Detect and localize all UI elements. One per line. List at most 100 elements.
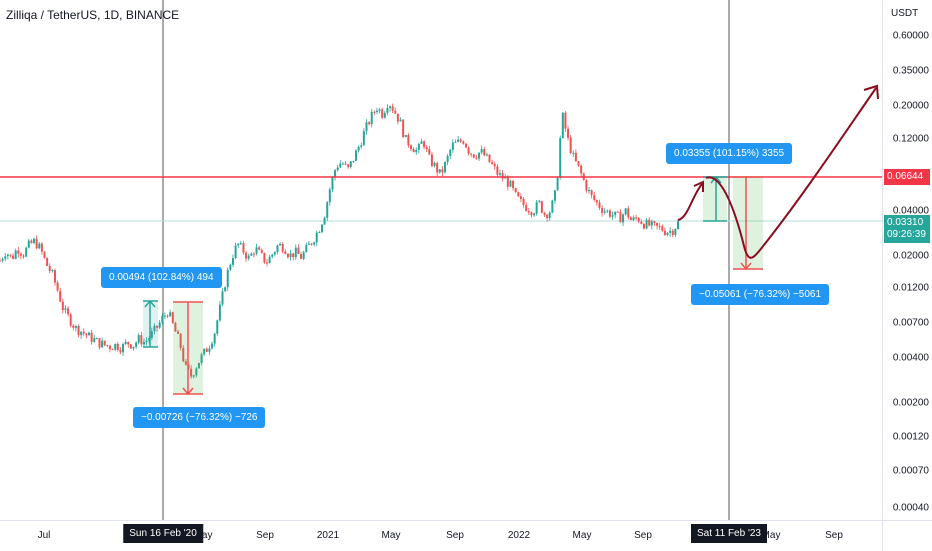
candle-body xyxy=(224,287,227,292)
candle-body xyxy=(190,368,193,377)
candle-body xyxy=(601,208,604,213)
candle-body xyxy=(619,212,622,223)
candle-body xyxy=(543,212,546,215)
candle-body xyxy=(585,180,588,191)
time-tick: May xyxy=(381,530,401,541)
candle-body xyxy=(234,245,237,259)
candle-body xyxy=(142,341,145,345)
left-loss-callout[interactable]: −0.00726 (−76.32%) −726 xyxy=(133,407,266,428)
candle-body xyxy=(645,219,648,229)
projection-arrowhead-2 xyxy=(863,84,879,100)
candle-body xyxy=(95,338,98,340)
candle-body xyxy=(77,325,80,336)
candle-body xyxy=(546,214,549,219)
candle-body xyxy=(352,160,355,162)
candle-body xyxy=(279,243,282,246)
crosshair-left-date: Sun 16 Feb '20 xyxy=(123,524,203,543)
candle-body xyxy=(527,211,530,213)
candle-body xyxy=(137,335,140,343)
candle-body xyxy=(127,341,130,345)
time-tick: 2022 xyxy=(507,530,531,541)
right-gain-callout[interactable]: 0.03355 (101.15%) 3355 xyxy=(666,143,793,164)
candle-body xyxy=(417,143,420,150)
candle-body xyxy=(580,165,583,174)
candle-body xyxy=(307,243,310,245)
left-loss-arrowhead xyxy=(182,387,194,396)
candle-body xyxy=(344,163,347,165)
candle-body xyxy=(661,226,664,231)
candle-body xyxy=(470,153,473,155)
candle-body xyxy=(195,368,198,376)
time-axis[interactable]: Jul May Sep 2021 May Sep 2022 May Sep Ma… xyxy=(0,520,882,551)
candle-body xyxy=(496,166,499,175)
candle-body xyxy=(451,142,454,150)
candle-body xyxy=(88,332,91,336)
candle-body xyxy=(488,154,491,163)
candle-body xyxy=(347,164,350,167)
candle-body xyxy=(320,224,323,233)
candle-body xyxy=(286,253,289,258)
candle-body xyxy=(247,255,250,259)
time-tick: May xyxy=(761,530,781,541)
candle-body xyxy=(250,253,253,256)
candle-body xyxy=(271,254,274,257)
candle-body xyxy=(540,201,543,213)
candle-body xyxy=(587,190,590,192)
candle-body xyxy=(85,333,88,336)
time-tick: Sep xyxy=(825,530,843,541)
candle-body xyxy=(572,152,575,154)
candle-body xyxy=(608,210,611,217)
candle-body xyxy=(108,345,111,350)
left-range-measure[interactable] xyxy=(143,299,203,396)
candle-body xyxy=(211,343,214,349)
time-tick: Sep xyxy=(256,530,274,541)
candle-body xyxy=(501,173,504,179)
candle-body xyxy=(216,320,219,334)
left-gain-callout[interactable]: 0.00494 (102.84%) 494 xyxy=(101,267,222,288)
price-chart[interactable] xyxy=(0,0,882,520)
candle-body xyxy=(370,111,373,125)
candle-body xyxy=(124,341,127,345)
candle-body xyxy=(336,167,339,171)
candle-body xyxy=(444,162,447,173)
candle-body xyxy=(606,210,609,212)
candle-body xyxy=(200,354,203,363)
candle-body xyxy=(457,139,460,142)
candle-body xyxy=(551,200,554,213)
right-loss-callout[interactable]: −0.05061 (−76.32%) −5061 xyxy=(691,284,830,305)
candle-body xyxy=(245,252,248,259)
candle-body xyxy=(603,211,606,213)
candle-body xyxy=(153,325,156,332)
candle-body xyxy=(394,110,397,114)
candle-body xyxy=(485,154,488,156)
candle-body xyxy=(48,265,51,271)
candle-body xyxy=(135,342,138,347)
candle-body xyxy=(436,162,439,173)
candle-body xyxy=(519,196,522,199)
candle-body xyxy=(611,215,614,217)
candle-body xyxy=(140,335,143,345)
candle-body xyxy=(616,211,619,213)
candle-body xyxy=(666,232,669,235)
candle-body xyxy=(289,253,292,258)
projection-drawing[interactable] xyxy=(677,84,879,259)
bar-countdown: 09:26:39 xyxy=(887,229,926,240)
price-axis[interactable]: USDT 0.60000 0.35000 0.20000 0.12000 0.0… xyxy=(882,0,932,520)
candle-body xyxy=(409,145,412,150)
right-gain-range-box xyxy=(703,177,727,221)
chart-title: Zilliqa / TetherUS, 1D, BINANCE xyxy=(6,8,180,22)
candle-body xyxy=(106,345,109,347)
candle-body xyxy=(459,139,462,142)
candle-body xyxy=(252,253,255,255)
chart-area[interactable]: Zilliqa / TetherUS, 1D, BINANCE 0.00494 … xyxy=(0,0,882,520)
candle-body xyxy=(504,177,507,179)
candle-body xyxy=(530,212,533,216)
candle-body xyxy=(464,143,467,148)
candle-body xyxy=(396,113,399,122)
candle-body xyxy=(574,152,577,162)
candle-body xyxy=(559,138,562,179)
candle-body xyxy=(653,221,656,223)
candle-body xyxy=(281,243,284,252)
candle-body xyxy=(677,221,679,229)
candle-body xyxy=(145,340,148,342)
